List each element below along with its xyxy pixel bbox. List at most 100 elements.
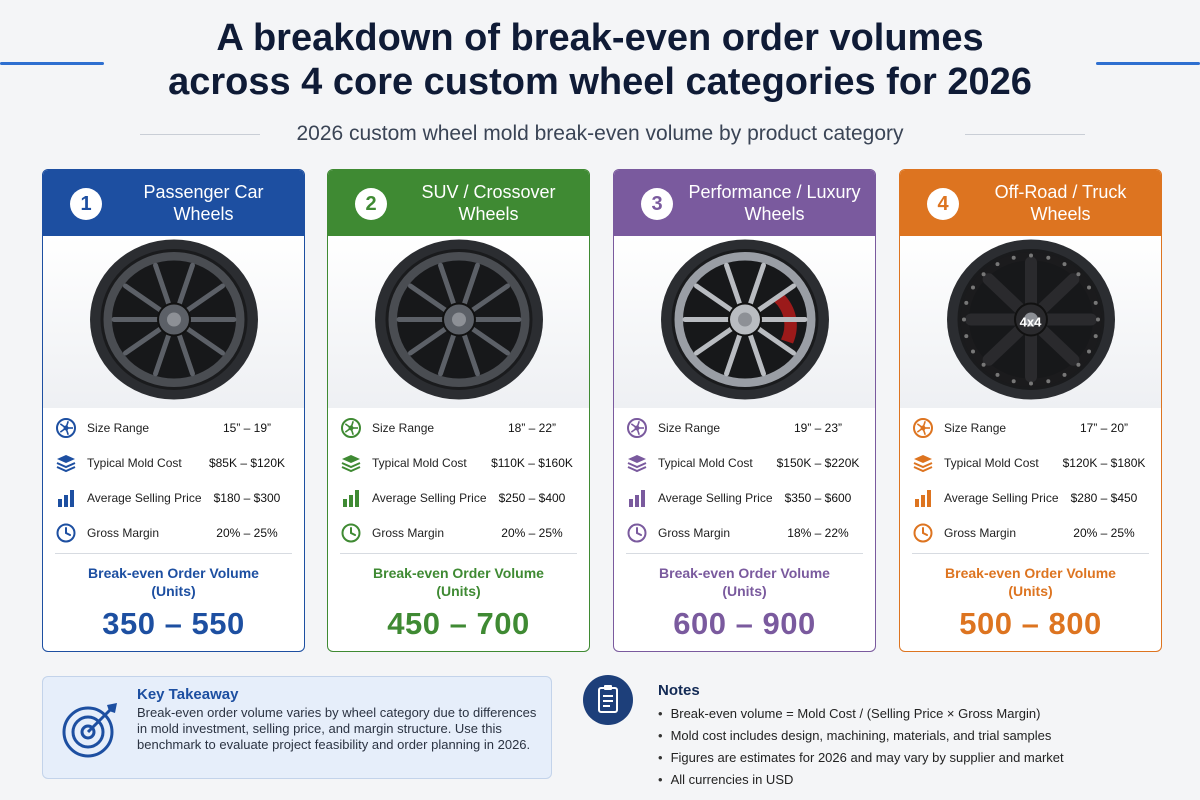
spec-value: 17” – 20” [1079, 420, 1129, 435]
spec-row: Typical Mold Cost $150K – $220K [626, 445, 863, 480]
stack-layers-icon [626, 452, 648, 474]
spec-label: Gross Margin [87, 525, 160, 540]
spec-label: Typical Mold Cost [944, 455, 1039, 470]
spec-label: Size Range [372, 420, 435, 435]
spec-row: Size Range 19” – 23” [626, 410, 863, 445]
spec-value: $85K – $120K [208, 455, 286, 470]
category-card: 1 Passenger Car Wheels Size Range 15” – 19”… [42, 169, 305, 652]
spec-label: Gross Margin [944, 525, 1017, 540]
spec-label: Average Selling Price [372, 490, 487, 505]
card-number-badge: 3 [641, 188, 673, 220]
stack-layers-icon [912, 452, 934, 474]
wheel-image-area [614, 236, 875, 408]
clock-icon [55, 522, 77, 544]
spec-row: Typical Mold Cost $110K – $160K [340, 445, 577, 480]
spec-value: 19” – 23” [793, 420, 843, 435]
spec-label: Size Range [658, 420, 721, 435]
break-even-value: 500 – 800 [959, 606, 1102, 641]
spec-label: Typical Mold Cost [372, 455, 467, 470]
card-title: SUV / Crossover Wheels [421, 182, 556, 224]
break-even-value: 350 – 550 [102, 606, 245, 641]
spec-value: $110K – $160K [491, 455, 573, 470]
spec-label: Average Selling Price [944, 490, 1059, 505]
card-header: 1 Passenger Car Wheels [43, 170, 304, 236]
clipboard-icon [583, 675, 633, 725]
notes-title: Notes [658, 682, 700, 699]
spec-value: $180 – $300 [213, 490, 281, 505]
card-header: 4 Off-Road / Truck Wheels [900, 170, 1161, 236]
spec-row: Gross Margin 20% – 25% [912, 515, 1149, 550]
wheel-size-icon [626, 417, 648, 439]
note-item: Break-even volume = Mold Cost / (Selling… [658, 703, 1064, 725]
spec-value: 20% – 25% [1073, 525, 1135, 540]
break-even-label: Break-even Order Volume (Units) [373, 565, 544, 599]
spec-row: Size Range 17” – 20” [912, 410, 1149, 445]
spec-list: Size Range 18” – 22” Typical Mold Cost $110… [328, 408, 589, 550]
card-title: Passenger Car Wheels [143, 182, 264, 224]
spec-label: Size Range [944, 420, 1007, 435]
spec-row: Size Range 15” – 19” [55, 410, 292, 445]
bar-chart-icon [55, 487, 77, 509]
divider [340, 553, 577, 554]
subtitle: 2026 custom wheel mold break-even volume… [296, 122, 904, 145]
wheel-size-icon [55, 417, 77, 439]
card-title: Off-Road / Truck Wheels [994, 182, 1127, 224]
spec-value: 18% – 22% [787, 525, 849, 540]
wheel-image-area: 4x4 [900, 236, 1161, 408]
category-card: 3 Performance / Luxury Wheels Size Range 19… [613, 169, 876, 652]
spec-value: 20% – 25% [216, 525, 278, 540]
takeaway-title: Key Takeaway [137, 686, 239, 703]
note-item: Figures are estimates for 2026 and may v… [658, 747, 1064, 769]
card-header: 3 Performance / Luxury Wheels [614, 170, 875, 236]
divider [626, 553, 863, 554]
spec-label: Gross Margin [372, 525, 445, 540]
card-number-badge: 4 [927, 188, 959, 220]
wheel-badge: 4x4 [1019, 314, 1042, 330]
wheel-size-icon [912, 417, 934, 439]
spec-row: Gross Margin 18% – 22% [626, 515, 863, 550]
break-even-value: 600 – 900 [673, 606, 816, 641]
break-even-label: Break-even Order Volume (Units) [659, 565, 830, 599]
card-title: Performance / Luxury Wheels [688, 182, 861, 224]
clock-icon [626, 522, 648, 544]
note-item: All currencies in USD [658, 769, 1064, 791]
spec-list: Size Range 19” – 23” Typical Mold Cost $150… [614, 408, 875, 550]
wheel-image-area [328, 236, 589, 408]
wheel-image [655, 236, 835, 409]
wheel-image-area [43, 236, 304, 408]
spec-value: 20% – 25% [501, 525, 563, 540]
spec-row: Average Selling Price $180 – $300 [55, 480, 292, 515]
subtitle-rule-left [140, 134, 260, 135]
card-header: 2 SUV / Crossover Wheels [328, 170, 589, 236]
spec-label: Size Range [87, 420, 150, 435]
wheel-image [941, 236, 1121, 409]
category-card: 2 SUV / Crossover Wheels Size Range 18” – 2… [327, 169, 590, 652]
spec-list: Size Range 17” – 20” Typical Mold Cost $120… [900, 408, 1161, 550]
takeaway-body: Break-even order volume varies by wheel … [137, 705, 537, 752]
spec-value: $280 – $450 [1070, 490, 1138, 505]
spec-value: 15” – 19” [222, 420, 272, 435]
spec-list: Size Range 15” – 19” Typical Mold Cost $85K… [43, 408, 304, 550]
divider [55, 553, 292, 554]
category-card: 4 Off-Road / Truck Wheels 4x4 Size Range 17”… [899, 169, 1162, 652]
break-even-label: Break-even Order Volume (Units) [945, 565, 1116, 599]
spec-label: Gross Margin [658, 525, 731, 540]
subtitle-rule-right [965, 134, 1085, 135]
notes-list: Break-even volume = Mold Cost / (Selling… [658, 703, 1064, 791]
spec-row: Size Range 18” – 22” [340, 410, 577, 445]
spec-value: 18” – 22” [507, 420, 557, 435]
stack-layers-icon [340, 452, 362, 474]
target-icon [62, 703, 117, 758]
spec-label: Average Selling Price [87, 490, 202, 505]
title-rule-right [1096, 62, 1200, 65]
stack-layers-icon [55, 452, 77, 474]
spec-row: Average Selling Price $280 – $450 [912, 480, 1149, 515]
spec-row: Typical Mold Cost $120K – $180K [912, 445, 1149, 480]
wheel-image [369, 236, 549, 409]
title-rule-left [0, 62, 104, 65]
spec-value: $250 – $400 [498, 490, 566, 505]
subtitle-row: 2026 custom wheel mold break-even volume… [0, 118, 1200, 152]
clock-icon [340, 522, 362, 544]
note-item: Mold cost includes design, machining, ma… [658, 725, 1064, 747]
spec-row: Typical Mold Cost $85K – $120K [55, 445, 292, 480]
